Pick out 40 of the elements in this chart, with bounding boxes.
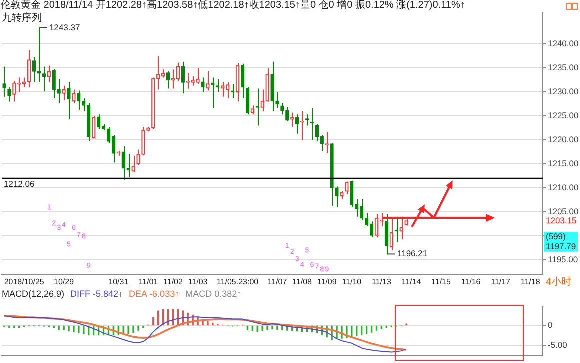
y-tick-label: 1230.00 (548, 86, 579, 96)
text: DIFF -5.842↑ (70, 289, 124, 300)
y-tick-label: 1195.00 (548, 254, 578, 264)
x-tick-label: 11/09 (317, 277, 338, 286)
text: 1197.79 (546, 241, 576, 252)
y-tick-label: 1210.00 (548, 182, 579, 192)
x-tick-label: 11/15 (432, 277, 452, 286)
ref-line-label: 1212.06 (4, 179, 35, 190)
text: DEA -6.033↑ (129, 289, 180, 300)
x-tick-label: 11/05.23:00 (216, 277, 260, 286)
x-tick-label: 11/10 (342, 277, 362, 286)
x-tick-label: 11/08 (292, 277, 313, 286)
chart-subtitle: 九转序列 (2, 13, 42, 25)
chart-title: MACD(12,26,9) (2, 289, 65, 300)
x-tick-label: 11/02 (164, 277, 184, 286)
x-tick-label: 11/18 (520, 277, 541, 286)
text: (599) (546, 231, 566, 242)
y-tick-label: 1205.00 (548, 206, 579, 216)
x-tick-label: 11/14 (402, 277, 422, 286)
x-tick-label: 2018/10/25 (4, 277, 45, 286)
y-tick-label: 1240.00 (548, 38, 579, 49)
x-tick-label: 11/13 (372, 277, 392, 286)
annotation: 1243.37 (50, 22, 80, 32)
x-tick-label: 10/31 (108, 277, 130, 286)
x-tick-label: 11/07 (268, 277, 288, 286)
x-tick-label: 11/17 (491, 277, 512, 286)
y-tick-label: 1235.00 (548, 62, 579, 72)
y-tick-label: 0 (548, 320, 553, 330)
annotation: 1196.21 (398, 248, 428, 259)
text: 1203.15 (546, 215, 577, 226)
x-tick-label: 11/16 (461, 277, 482, 286)
y-tick-label: 1225.00 (548, 110, 579, 120)
x-tick-label: 11/01 (138, 277, 159, 286)
y-tick-label: -5.00 (548, 340, 568, 350)
text: 4小时 (546, 276, 572, 288)
y-tick-label: 1220.00 (548, 134, 579, 144)
x-tick-label: 10/29 (54, 277, 75, 286)
y-tick-label: 1215.00 (548, 158, 579, 168)
series-label: MACD 0.382↑ (186, 289, 242, 300)
x-tick-label: 11/03 (188, 277, 208, 286)
